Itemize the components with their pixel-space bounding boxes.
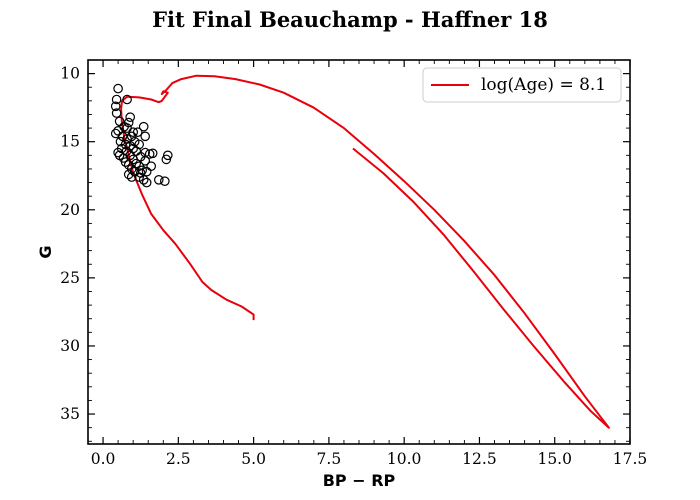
- x-axis-ticks: 0.0 2.5 5.0 7.5 10.0 12.5 15.0 17.5: [91, 60, 648, 468]
- legend-label: log(Age) = 8.1: [481, 75, 606, 95]
- x-tick-label: 12.5: [462, 450, 497, 468]
- isochrone-layer: [120, 74, 610, 429]
- x-tick-label: 17.5: [613, 450, 648, 468]
- data-point: [132, 127, 143, 137]
- data-point: [140, 156, 150, 166]
- y-tick-label: 25: [60, 269, 80, 287]
- y-tick-label: 20: [60, 201, 80, 219]
- x-tick-label: 15.0: [537, 450, 572, 468]
- x-axis-label: BP − RP: [323, 471, 396, 490]
- plot-frame: [87, 59, 631, 445]
- scatter-points: [110, 83, 173, 188]
- legend-box: [422, 67, 622, 103]
- data-point: [128, 127, 138, 137]
- data-point: [141, 177, 152, 188]
- data-point: [138, 175, 149, 185]
- data-point: [147, 148, 158, 159]
- chart-title: Fit Final Beauchamp - Haffner 18: [152, 7, 548, 32]
- data-point: [111, 108, 122, 118]
- plot-area: [88, 60, 630, 444]
- y-axis-ticks: 10 15 20 25 30 35: [60, 65, 630, 423]
- x-tick-label: 7.5: [317, 450, 342, 468]
- data-point: [154, 175, 164, 185]
- y-tick-label: 30: [60, 337, 80, 355]
- data-point: [123, 169, 134, 180]
- data-point: [161, 154, 172, 165]
- y-tick-label: 15: [60, 133, 80, 151]
- data-point: [140, 131, 150, 142]
- y-axis-label: G: [36, 245, 55, 258]
- data-point: [138, 121, 149, 132]
- data-point: [115, 136, 126, 147]
- data-point: [120, 157, 131, 167]
- y-tick-label: 10: [60, 65, 80, 83]
- data-point: [125, 112, 135, 122]
- y-tick-label: 35: [60, 405, 80, 423]
- x-tick-label: 5.0: [241, 450, 266, 468]
- x-tick-label: 2.5: [166, 450, 191, 468]
- data-point: [163, 150, 173, 161]
- x-tick-label: 0.0: [91, 450, 116, 468]
- data-point: [110, 101, 121, 112]
- data-point: [113, 83, 123, 94]
- data-point: [126, 172, 137, 182]
- data-point: [141, 166, 152, 177]
- data-point: [111, 94, 122, 105]
- legend: log(Age) = 8.1: [422, 67, 622, 103]
- isochrone-line: [120, 74, 610, 429]
- x-tick-label: 10.0: [387, 450, 422, 468]
- data-point: [160, 176, 170, 186]
- data-point: [122, 94, 132, 105]
